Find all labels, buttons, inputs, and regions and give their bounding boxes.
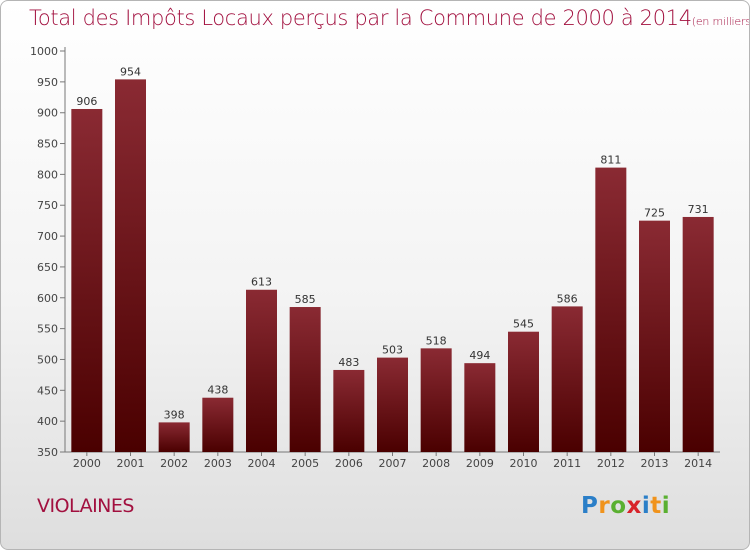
x-tick-label: 2000 (73, 457, 101, 470)
x-tick-label: 2011 (553, 457, 581, 470)
data-label: 545 (513, 318, 534, 331)
y-tick-label: 450 (37, 384, 58, 397)
logo-letter: P (581, 493, 599, 519)
y-tick-label: 550 (37, 323, 58, 336)
y-tick-label: 750 (37, 199, 58, 212)
bar (202, 397, 234, 452)
y-tick-label: 650 (37, 261, 58, 274)
data-label: 954 (120, 65, 141, 78)
chart-title-text: Total des Impôts Locaux perçus par la Co… (29, 6, 692, 30)
axes: 350 400 450 500 550 600 650 700 750 800 850 900 950 1… (30, 45, 720, 470)
data-label: 518 (426, 334, 447, 347)
x-tick-label: 2009 (466, 457, 494, 470)
bar (639, 220, 670, 452)
bars (71, 79, 714, 453)
y-tick-label: 600 (37, 292, 58, 305)
bar (682, 216, 714, 452)
chart-title: Total des Impôts Locaux perçus par la Co… (29, 6, 750, 30)
y-tick-label: 800 (37, 168, 58, 181)
bar (289, 307, 321, 452)
x-tick-label: 2005 (291, 457, 319, 470)
y-tick-label: 950 (37, 76, 58, 89)
y-tick-label: 900 (37, 107, 58, 120)
x-tick-label: 2003 (204, 457, 232, 470)
data-label: 586 (557, 292, 578, 305)
bar (115, 79, 146, 452)
data-label: 438 (207, 384, 228, 397)
bar (71, 108, 103, 452)
commune-name: VIOLAINES (37, 495, 134, 517)
bar (464, 363, 496, 452)
logo-letter: o (610, 493, 627, 519)
logo-letter: x (626, 493, 642, 519)
x-tick-label: 2001 (117, 457, 145, 470)
data-label: 494 (469, 349, 490, 362)
bar (246, 289, 277, 452)
logo-letter: i (661, 493, 671, 519)
unit-note: (en milliers d'€) (691, 15, 750, 28)
data-label: 613 (251, 276, 272, 289)
bar (377, 357, 408, 452)
bar (158, 422, 190, 452)
x-tick-label: 2002 (160, 457, 188, 470)
logo-letter: i (641, 493, 651, 519)
logo-letter: r (598, 493, 611, 519)
data-label: 811 (600, 154, 621, 167)
y-tick-label: 400 (37, 415, 58, 428)
data-label: 585 (295, 293, 316, 306)
bar (508, 331, 539, 452)
bar (595, 167, 627, 453)
x-tick-label: 2008 (422, 457, 450, 470)
bar (333, 369, 365, 452)
y-tick-label: 1000 (30, 45, 58, 58)
y-tick-label: 350 (37, 446, 58, 459)
x-tick-label: 2012 (597, 457, 625, 470)
y-tick-label: 850 (37, 138, 58, 151)
x-tick-label: 2007 (379, 457, 407, 470)
x-tick-label: 2006 (335, 457, 363, 470)
data-label: 398 (164, 408, 185, 421)
bar (420, 348, 452, 452)
y-tick-label: 700 (37, 230, 58, 243)
proxiti-logo: Proxiti (581, 493, 670, 519)
bar (551, 306, 583, 452)
value-labels: 906 954 398 438 613 585 483 503 518 494 545 586 811 7… (76, 65, 708, 421)
x-tick-label: 2004 (248, 457, 276, 470)
x-tick-label: 2010 (510, 457, 538, 470)
logo-letter: t (650, 493, 662, 519)
data-label: 503 (382, 344, 403, 357)
data-label: 483 (338, 356, 359, 369)
y-tick-label: 500 (37, 353, 58, 366)
data-label: 731 (688, 203, 709, 216)
data-label: 725 (644, 207, 665, 220)
x-tick-label: 2013 (641, 457, 669, 470)
x-tick-label: 2014 (684, 457, 712, 470)
data-label: 906 (76, 95, 97, 108)
